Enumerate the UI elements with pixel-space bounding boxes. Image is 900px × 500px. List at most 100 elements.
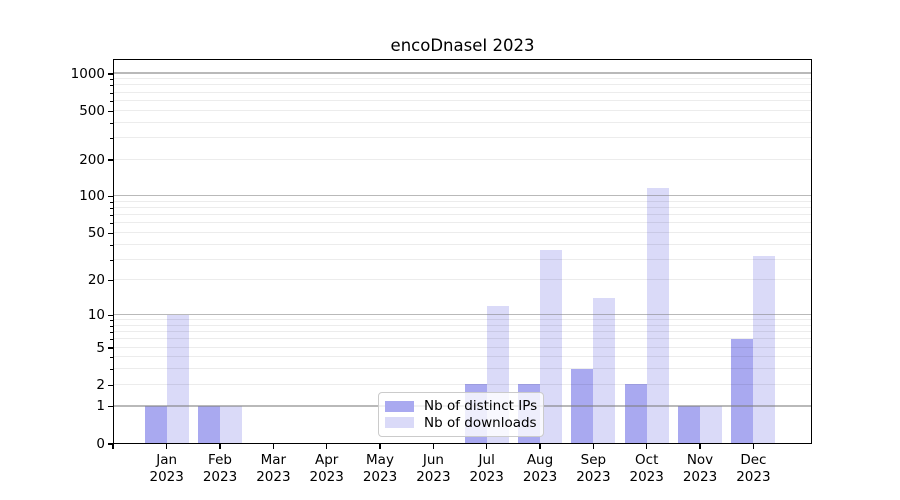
x-axis-tick-label: Jun 2023 [416,452,451,485]
gridline-minor [114,324,811,326]
gridline-minor [114,121,811,123]
y-axis-minor-tick [110,232,113,234]
bar-distinct-ips [198,405,221,443]
y-axis-tick-label: 2 [96,376,105,393]
y-axis-minor-tick [110,122,113,124]
y-axis-minor-tick [110,280,113,282]
y-axis-tick-label: 1000 [70,65,105,82]
y-axis-minor-tick [110,357,113,359]
y-axis-minor-tick [110,384,113,386]
y-axis-minor-tick [110,208,113,210]
y-axis-tick [108,73,113,75]
gridline-minor [114,222,811,224]
x-axis-tick [272,444,274,449]
bar-downloads [166,314,189,443]
y-axis-tick-label: 10 [87,307,105,324]
gridline-minor [114,279,811,281]
legend-item-downloads: Nb of downloads [385,414,537,431]
legend-label-downloads: Nb of downloads [424,414,537,431]
bar-distinct-ips [678,405,701,443]
bar-distinct-ips [731,338,754,443]
x-axis-tick-label: Jul 2023 [469,452,504,485]
x-axis-tick [699,444,701,449]
y-axis-tick [108,196,113,198]
gridline-minor [114,338,811,340]
bar-downloads [593,298,616,443]
y-axis-minor-tick [110,85,113,87]
y-axis-minor-tick [110,332,113,334]
gridline-minor [114,331,811,333]
gridline-minor [114,91,811,93]
gridline-minor [114,207,811,209]
y-axis-minor-tick [110,159,113,161]
y-axis-minor-tick [110,369,113,371]
x-axis-tick-label: Jan 2023 [149,452,184,485]
bar-downloads [540,249,563,443]
y-axis-tick [108,315,113,317]
chart-title: encoDnaseI 2023 [390,36,535,55]
x-axis-tick [539,444,541,449]
x-axis-tick [646,444,648,449]
y-axis-tick-label: 500 [79,102,105,119]
x-axis-tick [166,444,168,449]
y-axis-minor-tick [110,92,113,94]
gridline-minor [114,383,811,385]
x-axis-origin-tick [112,444,114,449]
x-axis-tick-label: Feb 2023 [202,452,238,485]
y-axis-tick-label: 200 [79,151,105,168]
y-axis-minor-tick [110,201,113,203]
y-axis-tick-label: 5 [96,339,105,356]
y-axis-minor-tick [110,259,113,261]
y-axis-tick [108,443,113,445]
y-axis-minor-tick [110,244,113,246]
gridline-minor [114,319,811,321]
gridline-minor [114,78,811,80]
y-axis-minor-tick [110,110,113,112]
bar-downloads [700,405,723,443]
gridline-major [114,195,811,197]
gridline-minor [114,356,811,358]
legend-item-distinct-ips: Nb of distinct IPs [385,398,538,415]
gridline-minor [114,99,811,101]
x-axis-tick-label: Sep 2023 [576,452,611,485]
x-axis-tick [592,444,594,449]
x-axis-tick [486,444,488,449]
gridline-minor [114,200,811,202]
gridline-minor [114,109,811,111]
x-axis-tick [752,444,754,449]
plot-area [113,59,812,444]
bar-downloads [646,188,669,443]
legend-label-distinct-ips: Nb of distinct IPs [424,398,538,415]
y-axis-tick [108,406,113,408]
gridline-minor [114,136,811,138]
gridline-minor [114,231,811,233]
y-axis-minor-tick [110,339,113,341]
legend-swatch-distinct-ips-icon [385,400,414,412]
gridline-minor [114,214,811,216]
gridline-minor [114,84,811,86]
x-axis-tick [379,444,381,449]
y-axis-minor-tick [110,100,113,102]
y-axis-tick-label: 0 [96,435,105,452]
bar-distinct-ips [624,384,647,443]
x-axis-tick [326,444,328,449]
bar-distinct-ips [144,405,167,443]
x-axis-tick [432,444,434,449]
y-axis-minor-tick [110,347,113,349]
bar-downloads [220,405,243,443]
gridline-major [114,314,811,316]
y-axis-minor-tick [110,325,113,327]
x-axis-tick-label: Aug 2023 [522,452,558,485]
y-axis-minor-tick [110,215,113,217]
legend-swatch-downloads-icon [385,417,414,429]
x-axis-tick-label: Oct 2023 [629,452,664,485]
x-axis-tick-label: Dec 2023 [736,452,771,485]
gridline-minor [114,158,811,160]
legend: Nb of distinct IPs Nb of downloads [378,392,544,437]
x-axis-tick-label: Mar 2023 [256,452,291,485]
y-axis-tick-label: 20 [87,272,105,289]
gridline-minor [114,258,811,260]
y-axis-minor-tick [110,137,113,139]
x-axis-tick-label: Apr 2023 [309,452,344,485]
